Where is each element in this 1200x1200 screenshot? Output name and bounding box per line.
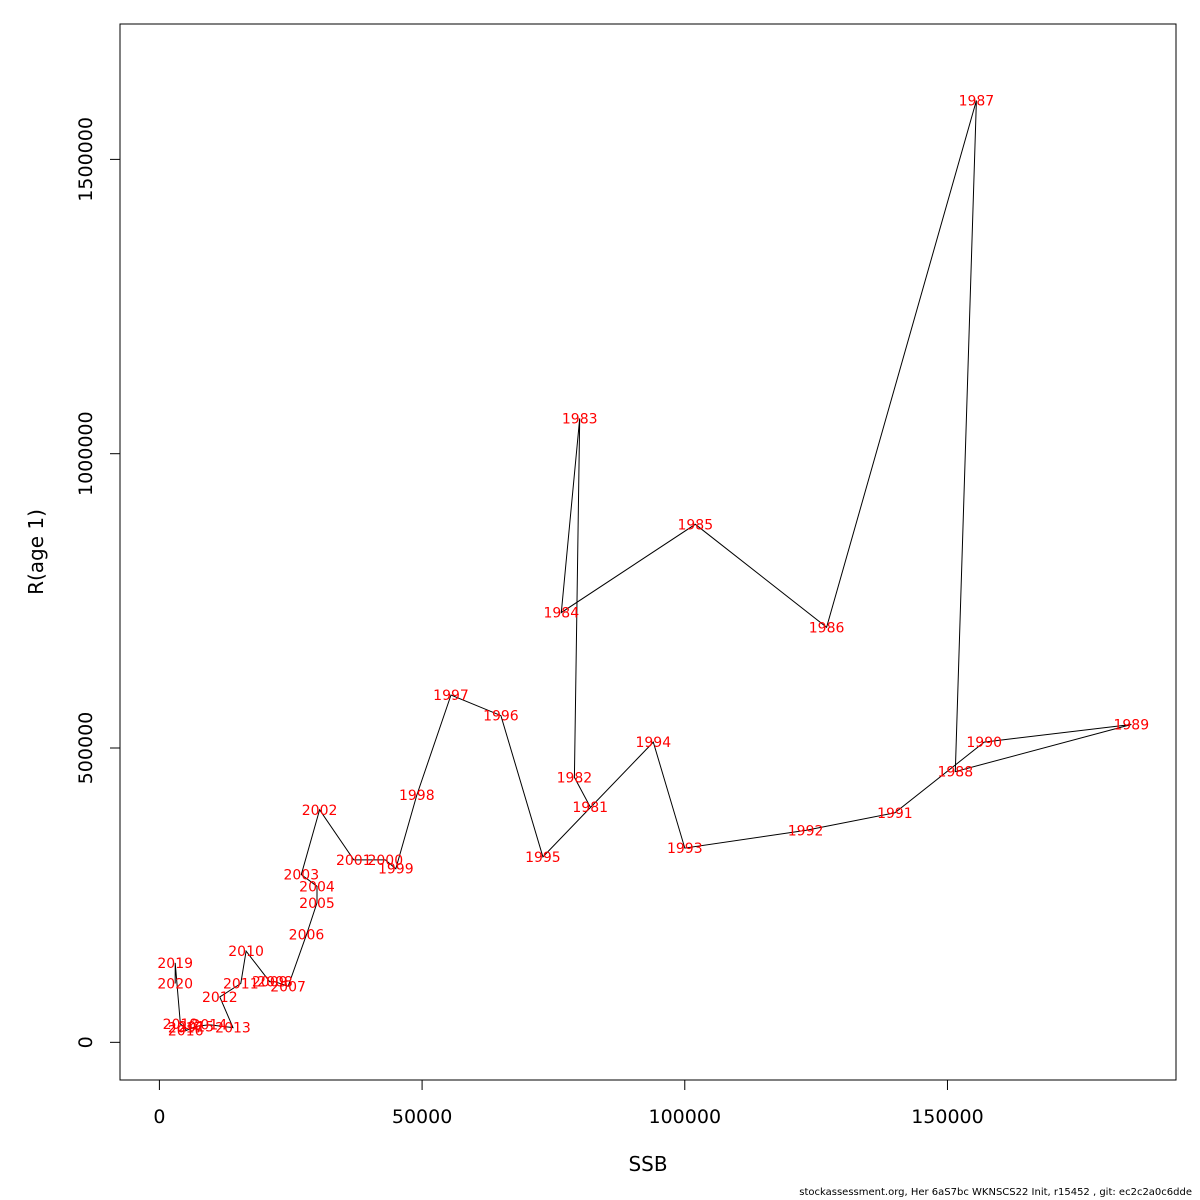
year-label-2011: 2011 [223,977,259,993]
y-tick-label: 1500000 [75,117,97,202]
year-label-2004: 2004 [299,879,335,895]
year-labels: 1981 1982 1983 1984 1985 1986 1987 1988 1989 1990… [157,94,1149,1040]
year-label-2003: 2003 [283,868,319,884]
year-label-1983: 1983 [562,411,598,427]
y-axis: 0 500000 1000000 1500000 [75,117,121,1048]
year-label-1984: 1984 [543,606,579,622]
year-label-1988: 1988 [937,765,973,781]
year-label-1992: 1992 [788,823,824,839]
year-label-1989: 1989 [1113,718,1149,734]
year-label-1981: 1981 [572,800,608,816]
x-tick-label: 0 [153,1106,165,1128]
year-label-2018: 2018 [163,1017,199,1033]
year-label-2013: 2013 [215,1021,251,1037]
year-label-2017: 2017 [168,1021,204,1037]
year-label-2000: 2000 [367,853,403,869]
footer-credit: stockassessment.org, Her 6aS7bc WKNSCS22… [799,1187,1192,1198]
year-label-2012: 2012 [202,990,238,1006]
year-label-1993: 1993 [667,841,703,857]
x-tick-label: 50000 [392,1106,452,1128]
year-label-1996: 1996 [483,709,519,725]
year-label-1994: 1994 [635,735,671,751]
year-label-2014: 2014 [191,1018,227,1034]
year-label-2019: 2019 [157,956,193,972]
year-label-2016: 2016 [168,1024,204,1040]
y-axis-title: R(age 1) [24,509,48,595]
year-label-2007: 2007 [270,979,306,995]
year-label-1987: 1987 [959,94,995,110]
year-label-2015: 2015 [178,1019,214,1035]
year-label-1999: 1999 [378,862,414,878]
year-label-2002: 2002 [302,803,338,819]
year-label-1995: 1995 [525,850,561,866]
y-tick-label: 500000 [75,712,97,785]
year-label-2008: 2008 [257,975,293,991]
x-tick-label: 150000 [911,1106,984,1128]
year-label-2005: 2005 [299,896,335,912]
year-label-2009: 2009 [252,975,288,991]
y-tick-label: 0 [75,1036,97,1048]
year-label-1986: 1986 [809,620,845,636]
x-axis-title: SSB [628,1152,667,1176]
year-label-1982: 1982 [557,770,593,786]
x-tick-label: 100000 [649,1106,722,1128]
plot-frame [119,23,1177,1081]
year-label-2010: 2010 [228,944,264,960]
year-label-2001: 2001 [336,853,372,869]
year-label-1991: 1991 [877,806,913,822]
x-axis: 0 50000 100000 150000 [153,1079,984,1128]
y-tick-label: 1000000 [75,411,97,496]
year-label-2006: 2006 [289,928,325,944]
year-label-1985: 1985 [677,517,713,533]
year-label-1997: 1997 [433,688,469,704]
year-label-1990: 1990 [966,735,1002,751]
year-label-2020: 2020 [157,977,193,993]
recruitment-trajectory-line [174,100,1132,1032]
year-label-1998: 1998 [399,788,435,804]
